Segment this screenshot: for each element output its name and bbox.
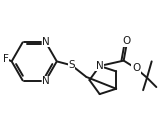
Text: N: N xyxy=(42,76,50,86)
Text: F: F xyxy=(3,54,9,64)
Text: N: N xyxy=(96,61,103,71)
Text: O: O xyxy=(132,63,140,73)
Text: O: O xyxy=(123,36,131,46)
Text: N: N xyxy=(42,37,50,47)
Text: S: S xyxy=(68,60,75,70)
